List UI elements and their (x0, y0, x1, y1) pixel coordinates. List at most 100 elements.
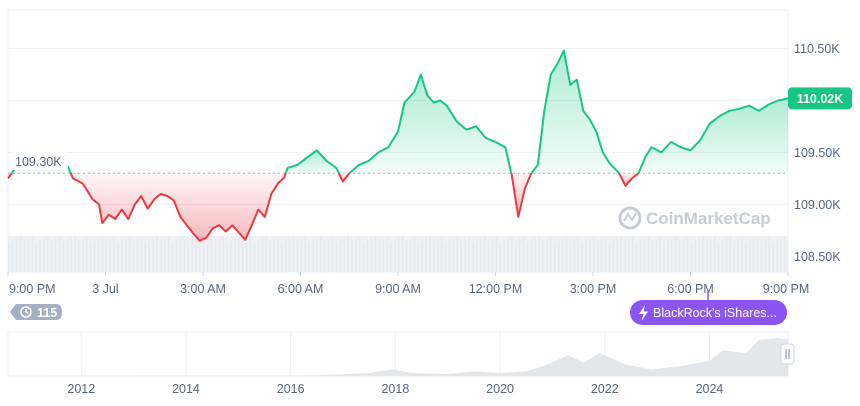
volume-bar (382, 239, 384, 272)
volume-bar (343, 238, 345, 272)
comments-badge[interactable]: 115 (10, 304, 62, 320)
volume-bar (128, 236, 131, 272)
volume-bar (93, 240, 96, 272)
volume-bar (117, 242, 119, 272)
volume-bar (284, 240, 287, 272)
volume-bar (265, 236, 267, 272)
pause-icon[interactable] (780, 343, 795, 365)
event-badge[interactable]: BlackRock's iShares... (630, 290, 787, 325)
volume-bar (144, 242, 147, 272)
volume-bar (468, 237, 470, 272)
volume-bar (659, 237, 661, 272)
x-tick-label: 3:00 PM (570, 282, 617, 296)
volume-bar (429, 236, 431, 272)
volume-bar (39, 240, 41, 272)
volume-bar (195, 237, 197, 272)
volume-bar (479, 238, 482, 272)
volume-bar (717, 242, 720, 272)
volume-bar (565, 236, 568, 272)
volume-bar (495, 237, 498, 272)
volume-bar (764, 239, 767, 272)
volume-bar (569, 241, 572, 272)
volume-bar (507, 238, 509, 272)
volume-bar (491, 239, 494, 272)
volume-bar (573, 239, 576, 272)
volume-bar (390, 242, 392, 272)
event-badge-bg[interactable] (630, 300, 787, 325)
event-label: BlackRock's iShares... (653, 306, 777, 320)
volume-bar (401, 236, 404, 272)
volume-bar (752, 238, 755, 272)
line-up (637, 97, 789, 174)
volume-bar (261, 238, 264, 272)
overview-tick-label: 2020 (486, 382, 514, 396)
area-down (70, 173, 286, 241)
volume-bar (35, 242, 37, 272)
overview-tick-label: 2022 (591, 382, 619, 396)
volume-bar (308, 242, 310, 272)
x-tick-label: 6:00 PM (667, 282, 714, 296)
volume-bar (105, 241, 108, 272)
lightning-icon (639, 305, 648, 321)
volume-bar (8, 242, 10, 272)
volume-bar (327, 239, 330, 272)
line-down (69, 172, 287, 242)
volume-bar (710, 239, 712, 272)
baseline-tag-bg (10, 152, 68, 170)
volume-bar (125, 238, 127, 272)
x-tick-label: 12:00 PM (469, 282, 523, 296)
volume-bar (136, 239, 139, 272)
volume-bar (542, 241, 544, 272)
overview-area (8, 338, 788, 376)
volume-bar (86, 237, 88, 272)
volume-bar (175, 240, 178, 272)
logo-wave (623, 212, 637, 222)
volume-bar (409, 239, 412, 272)
volume-bar (277, 237, 279, 272)
volume-bar (269, 241, 271, 272)
volume-bar (663, 242, 665, 272)
volume-bar (210, 236, 213, 272)
volume-bar (745, 242, 747, 272)
volume-bar (596, 241, 599, 272)
overview-handle[interactable] (780, 343, 795, 365)
volume-bar (577, 237, 579, 272)
volume-bar (11, 240, 14, 272)
volume-bar (760, 241, 763, 272)
volume-bar (206, 238, 209, 272)
volume-bar (702, 236, 704, 272)
volume-bar (557, 240, 560, 272)
volume-bar (768, 237, 771, 272)
overview-frame (7, 331, 789, 377)
volume-bar (464, 239, 466, 272)
overview-navigator[interactable]: 2012 2014 2016 2018 2020 2022 2024 (7, 331, 795, 396)
volume-bar (167, 237, 170, 272)
volume-bar (316, 238, 318, 272)
volume-bar (89, 242, 92, 272)
volume-bar (538, 236, 540, 272)
volume-bar (273, 239, 275, 272)
volume-bar (503, 240, 505, 272)
volume-bar (366, 240, 369, 272)
x-tick-label: 3 Jul (92, 282, 118, 296)
volume-bar (780, 238, 782, 272)
volume-bar (187, 241, 189, 272)
volume-bar (706, 241, 708, 272)
baseline-label: 109.30K (15, 155, 62, 169)
volume-bar (589, 238, 591, 272)
volume-bar (214, 241, 217, 272)
volume-bar (179, 238, 182, 272)
volume-bar (249, 237, 252, 272)
volume-bar (440, 237, 443, 272)
volume-bar (171, 242, 174, 272)
volume-bar (511, 236, 513, 272)
volume-bar (47, 236, 49, 272)
volume-bar (27, 239, 30, 272)
volume-bar (550, 237, 552, 272)
volume-bar (776, 240, 778, 272)
x-axis: 9:00 PM 3 Jul 3:00 AM 6:00 AM 9:00 AM 12:00 P… (7, 272, 809, 296)
x-tick-label: 9:00 PM (9, 282, 56, 296)
volume-bar (483, 236, 486, 272)
